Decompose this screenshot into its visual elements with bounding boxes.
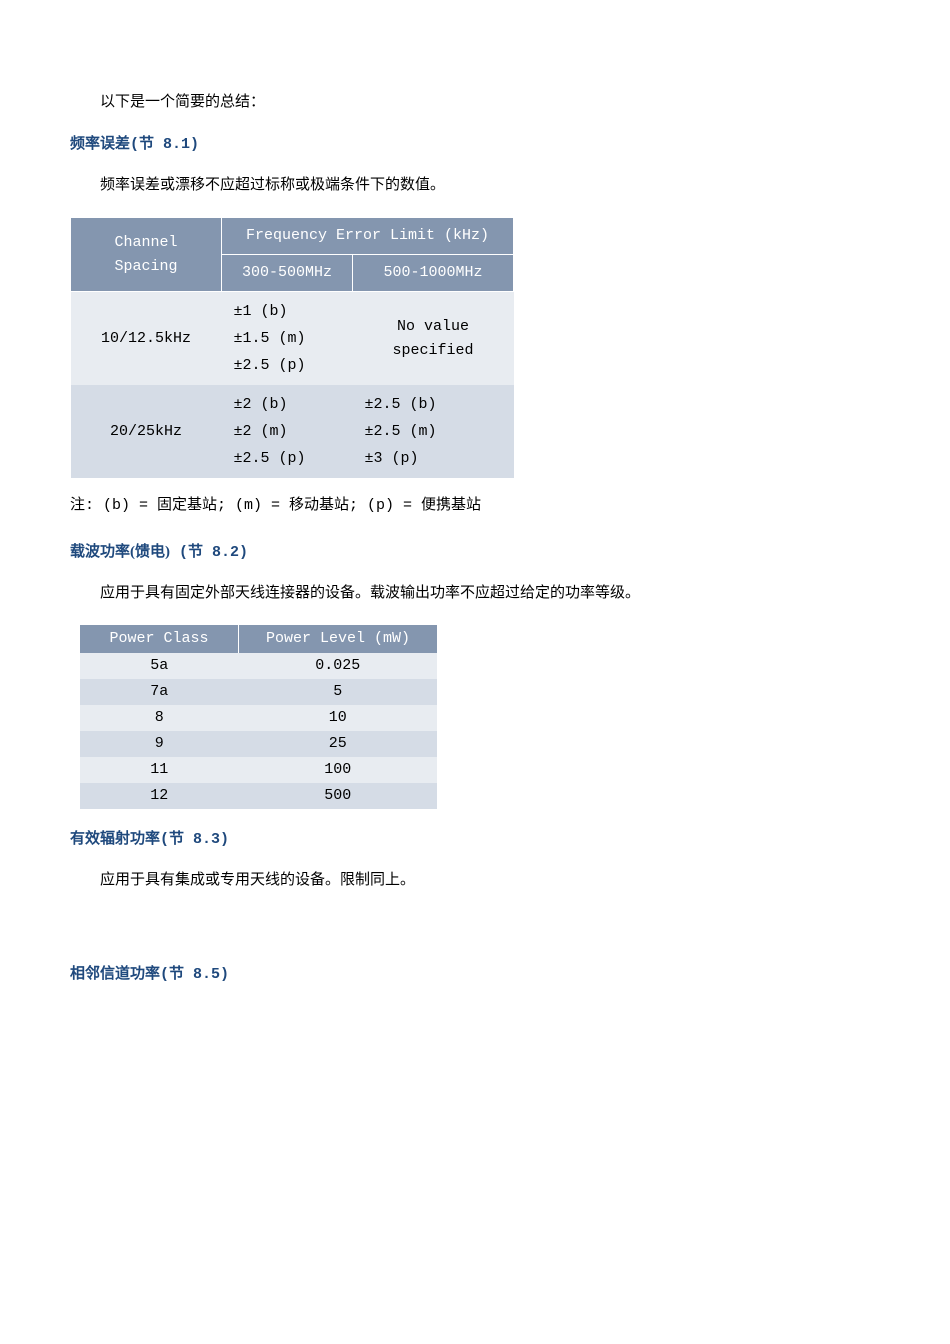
th-300-500: 300-500MHz <box>222 255 353 292</box>
table-row: 11100 <box>80 757 437 783</box>
table-row: 10/12.5kHz ±1 (b) ±1.5 (m) ±2.5 (p) No v… <box>71 292 514 386</box>
cell-limits-b: ±2.5 (b) ±2.5 (m) ±3 (p) <box>353 385 514 478</box>
section-heading-8-5: 相邻信道功率(节 8.5) <box>70 962 880 987</box>
power-class-table: Power Class Power Level (mW) 5a0.025 7a5… <box>80 625 437 809</box>
th-power-level: Power Level (mW) <box>239 625 438 653</box>
table-row: 20/25kHz ±2 (b) ±2 (m) ±2.5 (p) ±2.5 (b)… <box>71 385 514 478</box>
section-heading-8-1: 频率误差(节 8.1) <box>70 132 880 157</box>
heading-ref: (节 8.2) <box>170 544 248 561</box>
section-heading-8-2: 载波功率(馈电) (节 8.2) <box>70 540 880 565</box>
th-channel-spacing: Channel Spacing <box>71 218 222 292</box>
table-row: 7a5 <box>80 679 437 705</box>
heading-text: 相邻信道功率 <box>70 966 160 982</box>
section-8-3-body: 应用于具有集成或专用天线的设备。限制同上。 <box>70 868 880 892</box>
heading-text: 频率误差 <box>70 136 130 152</box>
table-1-note: 注: (b) = 固定基站; (m) = 移动基站; (p) = 便携基站 <box>70 494 880 518</box>
section-heading-8-3: 有效辐射功率(节 8.3) <box>70 827 880 852</box>
heading-ref: (节 8.1) <box>130 136 199 153</box>
table-row: 12500 <box>80 783 437 809</box>
frequency-error-table: Channel Spacing Frequency Error Limit (k… <box>70 217 514 478</box>
heading-ref: (节 8.3) <box>160 831 229 848</box>
cell-limits-a: ±1 (b) ±1.5 (m) ±2.5 (p) <box>222 292 353 386</box>
table-row: 925 <box>80 731 437 757</box>
th-500-1000: 500-1000MHz <box>353 255 514 292</box>
table-row: 810 <box>80 705 437 731</box>
heading-text: 载波功率(馈电) <box>70 544 170 560</box>
heading-text: 有效辐射功率 <box>70 831 160 847</box>
cell-spacing: 10/12.5kHz <box>71 292 222 386</box>
heading-ref: (节 8.5) <box>160 966 229 983</box>
cell-spacing: 20/25kHz <box>71 385 222 478</box>
section-8-2-body: 应用于具有固定外部天线连接器的设备。载波输出功率不应超过给定的功率等级。 <box>70 581 880 605</box>
th-power-class: Power Class <box>80 625 239 653</box>
cell-limits-b: No value specified <box>353 292 514 386</box>
cell-limits-a: ±2 (b) ±2 (m) ±2.5 (p) <box>222 385 353 478</box>
th-freq-error-limit: Frequency Error Limit (kHz) <box>222 218 514 255</box>
table-row: 5a0.025 <box>80 653 437 679</box>
intro-text: 以下是一个简要的总结： <box>70 90 880 114</box>
section-8-1-body: 频率误差或漂移不应超过标称或极端条件下的数值。 <box>70 173 880 197</box>
